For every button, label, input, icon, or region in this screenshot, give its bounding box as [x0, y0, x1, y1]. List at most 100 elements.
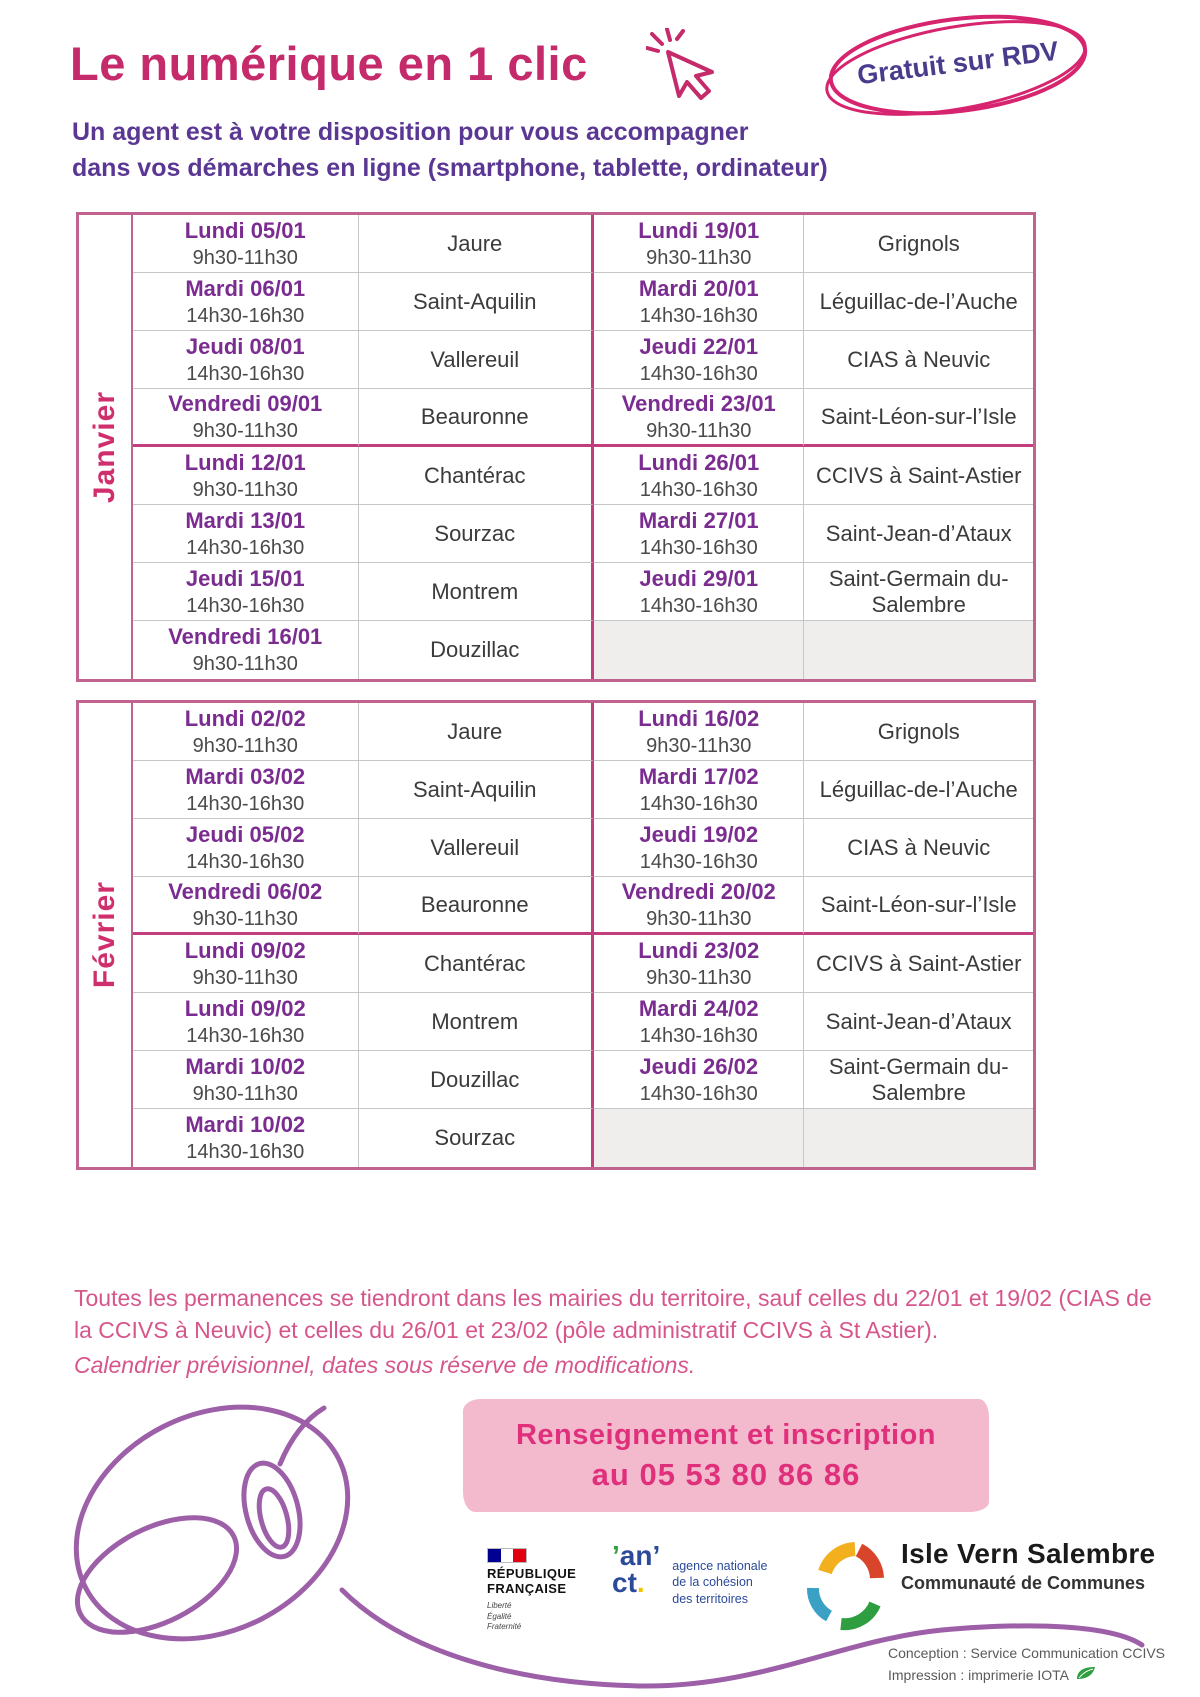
session-date-cell: Jeudi 29/01 14h30-16h30 [594, 563, 805, 621]
session-date-cell: Mardi 17/02 14h30-16h30 [594, 761, 805, 819]
january-schedule-table: Janvier Lundi 05/01 9h30-11h30 Jaure Lund… [76, 212, 1036, 682]
empty-cell [594, 1109, 805, 1167]
month-column: Janvier [79, 215, 133, 679]
badge-oval-icon [825, 14, 1088, 116]
anct-quote-right-icon: ’ [652, 1540, 661, 1571]
session-place-cell: Montrem [358, 993, 595, 1051]
february-schedule-table: Février Lundi 02/02 9h30-11h30 Jaure Lund… [76, 700, 1036, 1170]
session-place-cell: CCIVS à Saint-Astier [804, 935, 1033, 993]
ivs-swoosh-icon [807, 1542, 884, 1631]
session-place-cell: Saint-Germain du-Salembre [804, 1051, 1033, 1109]
intro-line-2: dans vos démarches en ligne (smartphone,… [72, 154, 828, 183]
french-flag-icon [487, 1548, 527, 1563]
free-appointment-badge: Gratuit sur RDV [820, 6, 1096, 126]
ivs-logo: Isle Vern Salembre Communauté de Commune… [795, 1532, 1155, 1636]
session-place-cell: Grignols [804, 703, 1033, 761]
session-date-cell: Lundi 23/02 9h30-11h30 [594, 935, 805, 993]
session-date-cell: Jeudi 08/01 14h30-16h30 [133, 331, 359, 389]
session-place-cell: Saint-Léon-sur-l’Isle [804, 389, 1033, 447]
contact-banner-title: Renseignement et inscription [515, 1418, 937, 1451]
anct-letters: ’an’ ct. [612, 1540, 661, 1598]
session-place-cell: CIAS à Neuvic [804, 331, 1033, 389]
venues-note: Toutes les permanences se tiendront dans… [74, 1285, 1152, 1344]
session-place-cell: Saint-Léon-sur-l’Isle [804, 877, 1033, 935]
anct-dot-icon: . [636, 1566, 645, 1598]
anct-quote-left-icon: ’ [612, 1540, 620, 1571]
session-place-cell: Saint-Aquilin [358, 273, 595, 331]
phone-number: au 05 53 80 86 86 [591, 1456, 861, 1492]
session-place-cell: Saint-Jean-d’Ataux [804, 993, 1033, 1051]
session-place-cell: Grignols [804, 215, 1033, 273]
anct-desc-3: des territoires [672, 1591, 748, 1606]
republique-francaise-logo: RÉPUBLIQUE FRANÇAISE Liberté Égalité Fra… [487, 1548, 607, 1633]
rf-motto-1: Liberté [487, 1600, 512, 1610]
disclaimer-note: Calendrier prévisionnel, dates sous rése… [74, 1352, 696, 1378]
anct-desc-1: agence nationale [672, 1559, 768, 1573]
session-date-cell: Mardi 24/02 14h30-16h30 [594, 993, 805, 1051]
month-label-janvier: Janvier [88, 390, 121, 504]
session-place-cell: Montrem [358, 563, 595, 621]
empty-cell [594, 621, 805, 679]
credits: Conception : Service Communication CCIVS… [888, 1642, 1165, 1688]
session-place-cell: Chantérac [358, 935, 595, 993]
empty-cell [804, 1109, 1033, 1167]
session-date-cell: Lundi 09/02 9h30-11h30 [133, 935, 359, 993]
session-date-cell: Jeudi 26/02 14h30-16h30 [594, 1051, 805, 1109]
empty-cell [804, 621, 1033, 679]
credit-conception: Conception : Service Communication CCIVS [888, 1645, 1166, 1661]
session-date-cell: Lundi 26/01 14h30-16h30 [594, 447, 805, 505]
session-place-cell: Beauronne [358, 877, 595, 935]
session-date-cell: Lundi 19/01 9h30-11h30 [594, 215, 805, 273]
session-date-cell: Mardi 20/01 14h30-16h30 [594, 273, 805, 331]
session-place-cell: Saint-Germain du-Salembre [804, 563, 1033, 621]
session-place-cell: Saint-Aquilin [358, 761, 595, 819]
session-place-cell: Jaure [358, 703, 595, 761]
session-date-cell: Jeudi 05/02 14h30-16h30 [133, 819, 359, 877]
ivs-name: Isle Vern Salembre [901, 1538, 1156, 1569]
session-place-cell: Sourzac [358, 505, 595, 563]
rf-name-line2: FRANÇAISE [487, 1580, 567, 1596]
session-place-cell: Douzillac [358, 1051, 595, 1109]
session-date-cell: Vendredi 06/02 9h30-11h30 [133, 877, 359, 935]
session-date-cell: Vendredi 09/01 9h30-11h30 [133, 389, 359, 447]
session-date-cell: Vendredi 23/01 9h30-11h30 [594, 389, 805, 447]
rf-motto-3: Fraternité [487, 1622, 522, 1632]
session-place-cell: Saint-Jean-d’Ataux [804, 505, 1033, 563]
session-date-cell: Vendredi 20/02 9h30-11h30 [594, 877, 805, 935]
ivs-subtitle: Communauté de Communes [901, 1573, 1146, 1593]
rf-name-line1: RÉPUBLIQUE [487, 1566, 577, 1581]
session-date-cell: Lundi 02/02 9h30-11h30 [133, 703, 359, 761]
imprim-vert-logo [1075, 1665, 1097, 1687]
session-date-cell: Jeudi 22/01 14h30-16h30 [594, 331, 805, 389]
session-date-cell: Lundi 05/01 9h30-11h30 [133, 215, 359, 273]
session-date-cell: Mardi 27/01 14h30-16h30 [594, 505, 805, 563]
session-place-cell: Sourzac [358, 1109, 595, 1167]
credit-impression: Impression : imprimerie IOTA [888, 1664, 1165, 1687]
session-date-cell: Mardi 06/01 14h30-16h30 [133, 273, 359, 331]
session-place-cell: Léguillac-de-l’Auche [804, 761, 1033, 819]
session-place-cell: Vallereuil [358, 331, 595, 389]
session-date-cell: Mardi 13/01 14h30-16h30 [133, 505, 359, 563]
month-column: Février [79, 703, 133, 1167]
session-date-cell: Lundi 09/02 14h30-16h30 [133, 993, 359, 1051]
session-place-cell: Douzillac [358, 621, 595, 679]
click-cursor-icon [645, 27, 718, 113]
mouse-line-art [73, 1404, 1145, 1689]
rf-motto-2: Égalité [487, 1611, 512, 1621]
session-place-cell: Jaure [358, 215, 595, 273]
session-date-cell: Lundi 16/02 9h30-11h30 [594, 703, 805, 761]
session-place-cell: Léguillac-de-l’Auche [804, 273, 1033, 331]
session-place-cell: Vallereuil [358, 819, 595, 877]
session-place-cell: Beauronne [358, 389, 595, 447]
session-place-cell: CCIVS à Saint-Astier [804, 447, 1033, 505]
contact-banner: Renseignement et inscription au 05 53 80… [463, 1399, 989, 1512]
session-place-cell: Chantérac [358, 447, 595, 505]
page-title: Le numérique en 1 clic [70, 37, 588, 90]
month-label-fevrier: Février [88, 881, 121, 989]
session-date-cell: Lundi 12/01 9h30-11h30 [133, 447, 359, 505]
intro-text: Un agent est à votre disposition pour vo… [72, 114, 828, 187]
session-place-cell: CIAS à Neuvic [804, 819, 1033, 877]
session-date-cell: Jeudi 19/02 14h30-16h30 [594, 819, 805, 877]
session-date-cell: Mardi 03/02 14h30-16h30 [133, 761, 359, 819]
